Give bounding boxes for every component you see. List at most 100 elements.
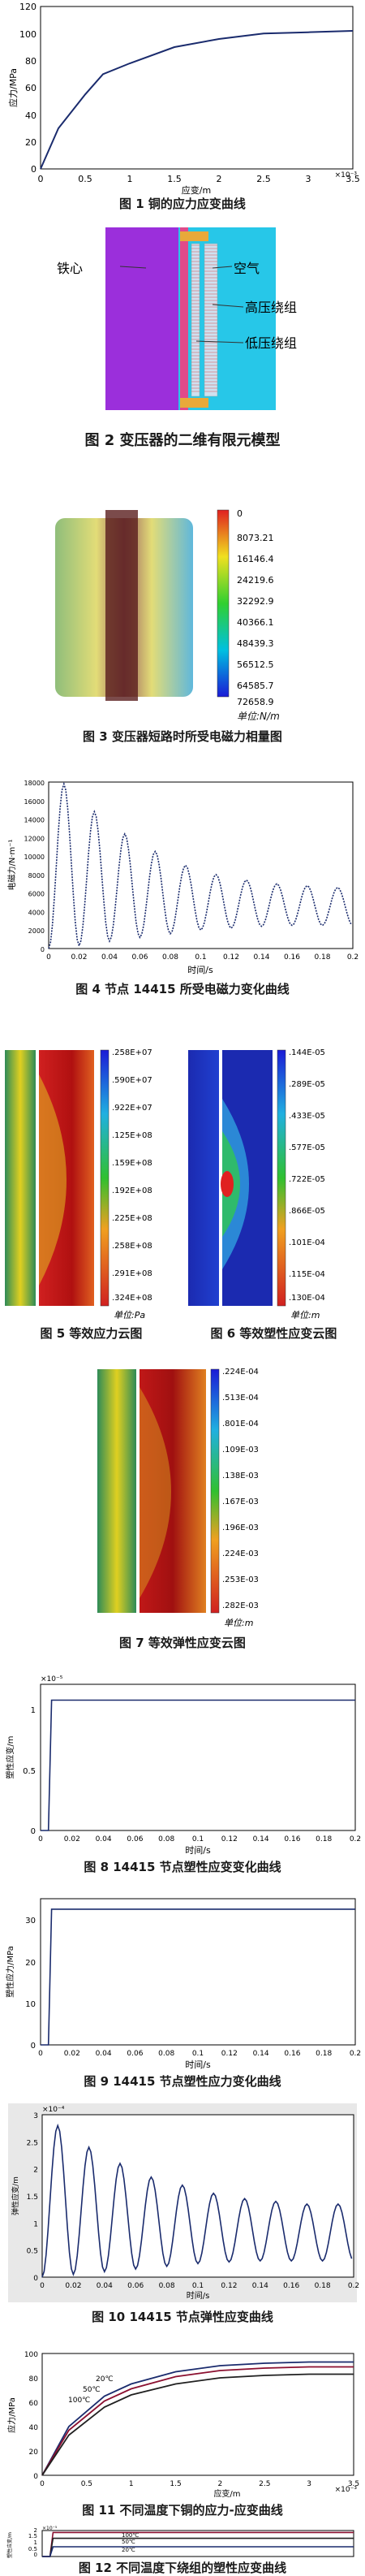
figure-10-chart: 0 0.02 0.04 0.06 0.08 0.1 0.12 0.14 0.16 0.18 0.2 … xyxy=(11,2106,359,2301)
ytick: 100 xyxy=(19,29,36,40)
xtick: 0.1 xyxy=(195,953,206,962)
unit-label-6: 单位:m xyxy=(290,1310,320,1320)
xtick-labels: 0 0.02 0.04 0.06 0.08 0.1 0.12 0.14 0.16 0.18 0.2 xyxy=(40,2282,359,2290)
legend-value: .224E-03 xyxy=(222,1549,259,1558)
figure-caption-5: 图 5 等效应力云图 xyxy=(40,1326,143,1341)
axis-exponent: ×10⁻³ xyxy=(335,171,358,179)
xtick: 3 xyxy=(306,174,311,184)
legend-values-7: .224E-04 .513E-04 .801E-04 .109E-03 .138… xyxy=(222,1368,259,1610)
unit-label: 单位:N/m xyxy=(237,711,280,722)
xtick: 0.5 xyxy=(81,2480,92,2488)
legend-value: 40366.1 xyxy=(237,617,274,628)
ytick: 1.5 xyxy=(28,2533,37,2539)
xtick: 1 xyxy=(127,174,133,184)
y-axis-label: 电磁力/N·m⁻¹ xyxy=(6,839,17,890)
legend-value: 8073.21 xyxy=(237,533,274,543)
xtick: 0.2 xyxy=(347,953,359,962)
xtick: 0 xyxy=(38,1835,43,1843)
ytick: 2 xyxy=(33,2167,38,2175)
figure-5-6-contours: .258E+07 .590E+07 .922E+07 .125E+08 .159… xyxy=(5,1048,325,1320)
ytick: 0.5 xyxy=(27,2248,38,2256)
figure-8: 0 0.02 0.04 0.06 0.08 0.1 0.12 0.14 0.16 0.18 0.2 … xyxy=(0,1673,365,1876)
xtick: 0.16 xyxy=(284,2050,300,2058)
figure-12-chart: 100℃ 50℃ 20℃ 0 0.5 1 1.5 2 塑性应变/m ×10⁻⁵ xyxy=(6,2526,354,2558)
xtick: 0.04 xyxy=(101,953,118,962)
legend-value: 0 xyxy=(237,508,243,519)
legend-value: .433E-05 xyxy=(289,1112,325,1121)
xtick: 2.5 xyxy=(259,2480,270,2488)
legend-value: 72658.9 xyxy=(237,697,274,707)
figure-8-chart: 0 0.02 0.04 0.06 0.08 0.1 0.12 0.14 0.16 0.18 0.2 … xyxy=(5,1675,361,1856)
xtick: 3.5 xyxy=(348,2480,359,2488)
xtick: 1.5 xyxy=(170,2480,181,2488)
legend-value: .224E-04 xyxy=(222,1368,259,1377)
ytick: 4000 xyxy=(28,909,45,916)
xtick: 0.04 xyxy=(96,1835,112,1843)
xtick-labels: 0 0.5 1 1.5 2 2.5 3 3.5 xyxy=(38,174,360,184)
legend-value: .101E-04 xyxy=(289,1238,325,1247)
ytick: 1 xyxy=(34,2539,37,2546)
legend-value: .159E+08 xyxy=(112,1159,152,1168)
leader-line xyxy=(119,266,147,269)
xtick-labels: 0 0.02 0.04 0.06 0.08 0.1 0.12 0.14 0.16 0.18 0.2 xyxy=(38,1835,361,1843)
figure-7: .224E-04 .513E-04 .801E-04 .109E-03 .138… xyxy=(0,1363,365,1655)
series-label: 100℃ xyxy=(122,2532,139,2539)
ytick: 0 xyxy=(31,1827,36,1836)
ytick: 14000 xyxy=(24,817,45,824)
leader-line xyxy=(212,266,233,269)
ytick-labels: 0 20 40 60 80 100 120 xyxy=(19,2,36,175)
stress-contour-left xyxy=(5,1050,36,1306)
xtick: 0.2 xyxy=(350,1835,361,1843)
figure-caption: 图 8 14415 节点塑性应变变化曲线 xyxy=(84,1860,281,1874)
series-line-100c xyxy=(41,2373,354,2476)
xtick: 0.18 xyxy=(316,1835,332,1843)
series-line-20c xyxy=(42,2546,354,2557)
ytick: 0 xyxy=(34,2552,37,2558)
leader-line xyxy=(212,304,244,308)
xtick: 0.18 xyxy=(316,2050,332,2058)
x-axis-label: 时间/s xyxy=(185,1845,211,1856)
label-core: 铁心 xyxy=(57,261,83,276)
ytick: 0.5 xyxy=(28,2546,37,2552)
figure-1: 0 0.5 1 1.5 2 2.5 3 3.5 0 20 40 60 80 10… xyxy=(0,0,365,211)
xtick: 3.5 xyxy=(346,174,360,184)
ytick: 3 xyxy=(33,2112,38,2120)
ytick: 0.5 xyxy=(23,1767,36,1776)
xtick: 0 xyxy=(38,174,44,184)
xtick: 1 xyxy=(129,2480,134,2488)
legend-value: .258E+07 xyxy=(112,1048,152,1057)
ytick: 6000 xyxy=(28,891,45,898)
xtick: 0.14 xyxy=(253,2050,269,2058)
series-line xyxy=(41,1699,355,1831)
winding-hatch xyxy=(191,244,217,392)
x-axis-label: 时间/s xyxy=(187,2290,210,2301)
series-line xyxy=(41,2123,353,2278)
xtick: 0.1 xyxy=(192,1835,204,1843)
legend-value: .115E-04 xyxy=(289,1270,325,1279)
plot-frame xyxy=(40,6,354,170)
plot-frame xyxy=(40,1683,356,1831)
xtick: 0.16 xyxy=(284,953,300,962)
legend-value: .125E+08 xyxy=(112,1131,152,1140)
label-lv: 低压绕组 xyxy=(245,335,297,351)
legend-value: 64585.7 xyxy=(237,681,274,691)
xtick: 0.14 xyxy=(253,953,269,962)
elastic-contour-right xyxy=(140,1369,206,1613)
y-axis-label: 塑性应变/m xyxy=(6,2532,13,2558)
xtick: 2 xyxy=(217,174,222,184)
series-label: 100℃ xyxy=(68,2397,90,2405)
legend-value: .289E-05 xyxy=(289,1080,325,1089)
legend-value: .722E-05 xyxy=(289,1175,325,1184)
xtick: 0 xyxy=(40,2480,45,2488)
xtick: 0.08 xyxy=(159,2282,175,2290)
plot-frame xyxy=(40,1898,356,2046)
plot-frame xyxy=(41,2114,354,2278)
ytick: 0 xyxy=(41,946,45,953)
legend-value: .144E-05 xyxy=(289,1048,325,1057)
figure-caption: 图 3 变压器短路时所受电磁力相量图 xyxy=(83,729,282,744)
ytick: 2000 xyxy=(28,927,45,935)
ytick: 1 xyxy=(33,2220,38,2228)
xtick: 0.04 xyxy=(96,2050,112,2058)
y-axis-label: 应力/MPa xyxy=(6,2397,17,2433)
xtick: 0.08 xyxy=(158,1835,174,1843)
